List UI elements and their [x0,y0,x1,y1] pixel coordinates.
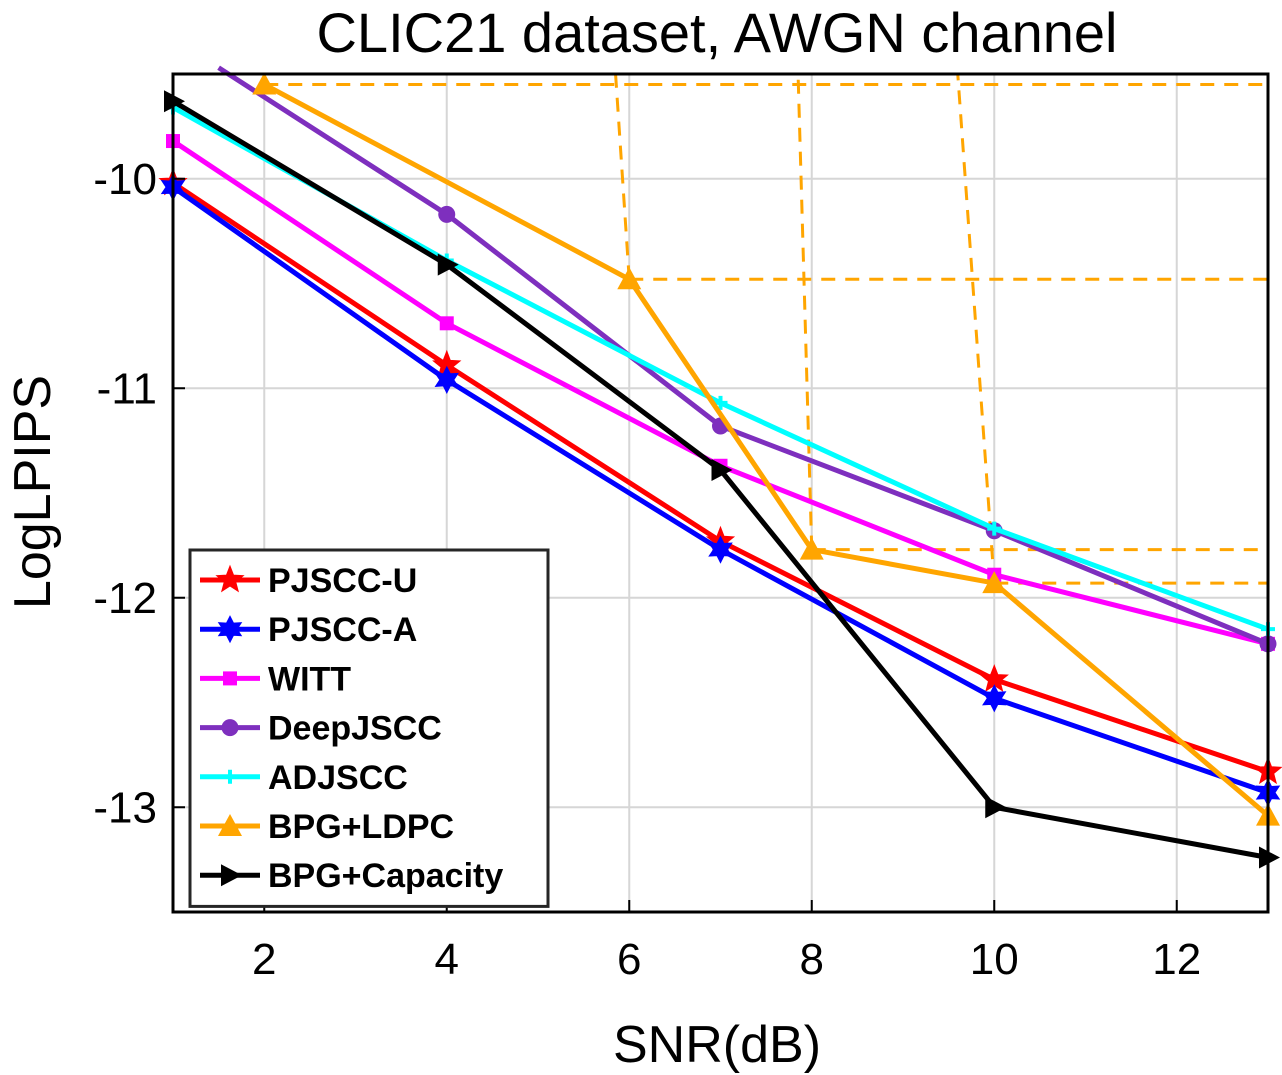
data-point [252,72,277,95]
y-tick-label: -11 [97,364,157,413]
data-point [799,537,824,560]
legend-marker [217,615,243,644]
chart-title: CLIC21 dataset, AWGN channel [316,1,1117,64]
data-point [439,316,454,331]
reference-vline [796,73,814,550]
x-tick-label: 8 [800,935,824,984]
legend-marker [223,671,237,686]
y-tick-label: -12 [93,574,157,623]
legend-item: PJSCC-U [200,562,417,600]
x-tick-label: 12 [1152,935,1201,984]
legend-label: ADJSCC [268,759,408,797]
reference-lines [264,73,1268,585]
legend-item: WITT [200,660,351,698]
data-point [982,571,1007,594]
data-point [708,535,733,564]
legend-marker [223,769,237,784]
y-tick-label: -10 [93,155,157,204]
legend-item: BPG+LDPC [200,808,454,846]
y-tick-label: -13 [93,783,157,832]
legend-marker [215,564,245,593]
legend-label: BPG+LDPC [268,808,454,846]
data-point [713,395,728,410]
legend-label: DeepJSCC [268,710,442,748]
data-point [438,205,456,223]
legend-item: PJSCC-A [200,611,417,649]
legend-item: BPG+Capacity [200,857,503,895]
data-point [982,684,1007,713]
legend-label: PJSCC-U [268,562,417,600]
reference-vline [956,73,996,584]
legend-label: PJSCC-A [268,611,417,649]
x-tick-label: 4 [435,935,459,984]
legend-marker [221,719,239,737]
legend-marker [218,814,242,836]
x-axis-label: SNR(dB) [613,1016,821,1074]
legend: PJSCC-U PJSCC-A WITT DeepJSCC ADJSCC BPG+LDPC… [188,548,550,908]
data-point [987,521,1002,536]
series-bpg-capacity [164,90,1280,869]
ticks: 2 4 6 8 10 12 -10 -11 -12 -13 [93,155,1201,984]
data-point [711,458,733,481]
data-point [617,267,642,290]
plot-frame [171,72,1270,914]
legend-label: BPG+Capacity [268,857,503,895]
x-tick-label: 10 [970,935,1019,984]
legend-marker [221,864,242,887]
series-layer [158,65,1282,869]
legend-label: WITT [268,660,351,698]
data-point [437,253,459,276]
x-tick-label: 6 [617,935,641,984]
data-point [985,796,1007,819]
y-axis-label: LogLPIPS [4,375,62,609]
x-tick-label: 2 [252,935,276,984]
data-point [434,365,459,395]
reference-vline [614,73,631,280]
legend-item: ADJSCC [200,759,408,797]
legend-item: DeepJSCC [200,710,442,748]
